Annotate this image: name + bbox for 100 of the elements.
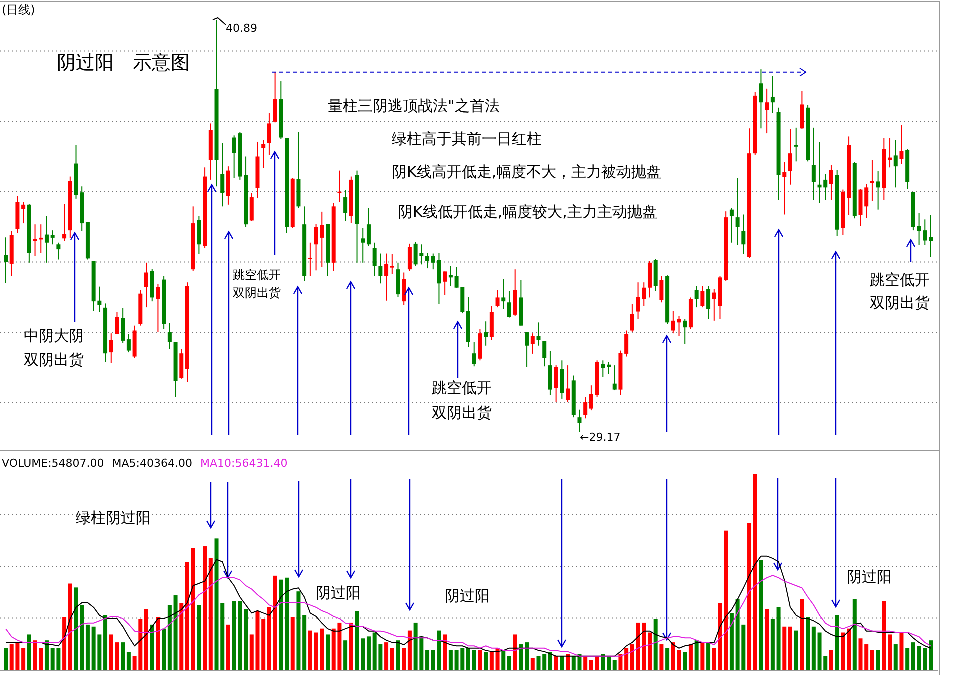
bar: [911, 642, 916, 670]
annotation: 跳空低开: [870, 271, 930, 289]
text: MA10:56431.40: [200, 457, 288, 470]
bar: [630, 644, 634, 670]
bar: [344, 640, 348, 670]
annotation: 阴过阳: [847, 568, 892, 586]
bar: [671, 642, 676, 670]
bar: [624, 648, 629, 670]
chart-subtitle: (日线): [2, 3, 36, 17]
bar: [794, 630, 798, 670]
annotation: 阴过阳: [445, 587, 490, 605]
bar: [191, 548, 196, 670]
annotation: 双阴出货: [24, 351, 84, 369]
bar: [900, 632, 904, 670]
annotation: 量柱三阴逃顶战法"之首法: [328, 97, 500, 115]
bar: [835, 615, 840, 670]
bar: [724, 530, 728, 670]
bar: [496, 648, 500, 670]
bar: [841, 632, 846, 670]
bar: [888, 634, 892, 670]
bar: [530, 658, 535, 670]
bar: [906, 648, 910, 670]
bar: [864, 644, 869, 670]
bar: [612, 660, 617, 670]
bar: [203, 546, 208, 670]
bar: [730, 613, 734, 670]
bar: [308, 630, 312, 670]
bar: [484, 652, 488, 670]
bar: [290, 617, 295, 670]
bar: [366, 636, 371, 670]
bar: [144, 609, 149, 670]
bar: [4, 648, 8, 670]
bar: [27, 634, 32, 670]
bar: [706, 642, 711, 670]
bar: [929, 640, 933, 670]
annotation: 中阴大阴: [24, 327, 84, 345]
annotation: 跳空低开: [432, 379, 492, 397]
bar: [62, 617, 67, 670]
bar: [677, 650, 682, 670]
bar: [584, 656, 588, 670]
bar: [700, 642, 705, 670]
bar: [595, 656, 600, 670]
annotation: 双阴出货: [870, 294, 930, 312]
bar: [185, 562, 190, 670]
bar: [507, 656, 512, 670]
bar: [156, 617, 160, 670]
bar: [548, 652, 552, 670]
bar: [525, 642, 530, 670]
bar: [748, 523, 752, 670]
bar: [782, 626, 787, 670]
bar: [666, 648, 670, 670]
annotation: 双阴出货: [233, 286, 281, 300]
bar: [694, 640, 699, 670]
bar: [770, 619, 775, 670]
bar: [390, 648, 394, 670]
bar: [262, 619, 266, 670]
bar: [22, 648, 26, 670]
bar: [894, 644, 898, 670]
bar: [560, 656, 564, 670]
bar: [279, 580, 284, 670]
bar: [765, 609, 770, 670]
text: MA5:40364.00: [112, 457, 192, 470]
bar: [180, 603, 184, 670]
annotation: ←29.17: [580, 431, 621, 444]
bar: [168, 605, 172, 670]
annotation: 跳空低开: [233, 268, 281, 282]
bar: [776, 607, 781, 670]
bar: [443, 634, 448, 670]
bar: [812, 626, 816, 670]
annotation: 40.89: [226, 22, 258, 35]
bar: [396, 640, 400, 670]
bar: [601, 654, 606, 670]
bar: [150, 624, 154, 670]
bar: [104, 615, 108, 670]
bar: [858, 638, 863, 670]
bar: [660, 644, 664, 670]
bar: [876, 650, 880, 670]
bar: [174, 596, 178, 670]
bar: [426, 650, 430, 670]
bar: [302, 615, 307, 670]
bar: [226, 624, 230, 670]
annotation: 阴K线高开低走,幅度不大，主力被动抛盘: [392, 163, 662, 181]
annotation: 绿柱阴过阳: [76, 509, 151, 527]
bar: [566, 654, 570, 670]
bar: [326, 634, 330, 670]
bar: [478, 650, 482, 670]
bar: [806, 617, 810, 670]
bar: [162, 628, 166, 670]
bar: [244, 609, 248, 670]
bar: [847, 628, 852, 670]
bar: [121, 642, 126, 670]
bar: [870, 650, 874, 670]
bar: [86, 624, 90, 670]
bar: [648, 632, 652, 670]
bar: [618, 654, 623, 670]
bar: [197, 605, 202, 670]
bar: [490, 652, 494, 670]
text: 阴过阳 示意图: [57, 52, 190, 74]
bar: [208, 558, 213, 670]
annotation: 双阴出货: [432, 404, 492, 422]
